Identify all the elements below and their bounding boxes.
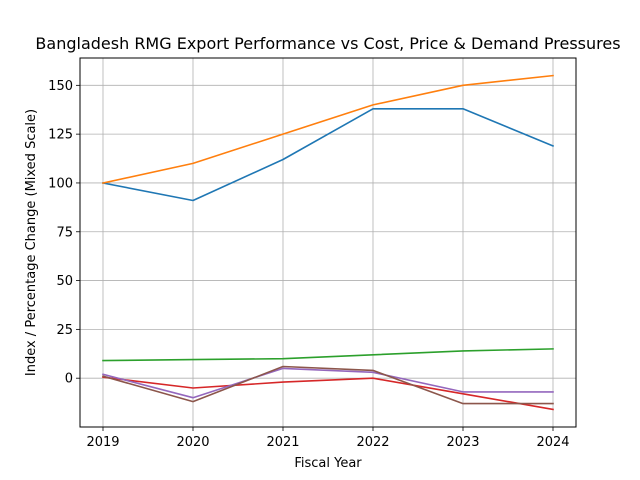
y-tick-label: 75 (56, 225, 73, 240)
x-axis-title: Fiscal Year (294, 456, 362, 471)
y-tick-label: 50 (56, 274, 73, 289)
plot-frame (79, 57, 577, 428)
series-line-2 (102, 74, 554, 184)
series-line-3 (102, 348, 554, 362)
x-tick-label: 2020 (176, 435, 209, 450)
series-line-4 (102, 376, 554, 411)
x-axis: 2019 2020 2021 2022 2023 2024 (86, 427, 570, 450)
x-tick-label: 2021 (266, 435, 299, 450)
x-tick-label: 2019 (86, 435, 119, 450)
grid (80, 58, 576, 427)
y-tick-label: 125 (48, 128, 73, 143)
series-lines (102, 74, 555, 411)
series-line-6 (102, 365, 554, 405)
y-tick-label: 0 (65, 372, 73, 387)
y-axis-title: Index / Percentage Change (Mixed Scale) (24, 109, 39, 376)
series-line-1 (102, 108, 555, 202)
y-tick-label: 25 (56, 323, 73, 338)
x-tick-label: 2024 (536, 435, 569, 450)
y-tick-label: 100 (48, 176, 73, 191)
chart-title: Bangladesh RMG Export Performance vs Cos… (35, 34, 620, 53)
y-axis: 0 25 50 75 100 125 150 (48, 79, 80, 387)
x-tick-label: 2022 (356, 435, 389, 450)
x-tick-label: 2023 (446, 435, 479, 450)
series-line-5 (102, 367, 554, 399)
y-tick-label: 150 (48, 79, 73, 94)
